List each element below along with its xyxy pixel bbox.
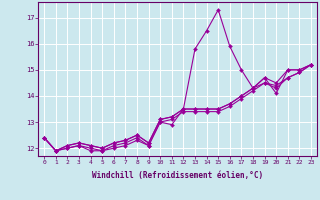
X-axis label: Windchill (Refroidissement éolien,°C): Windchill (Refroidissement éolien,°C) — [92, 171, 263, 180]
